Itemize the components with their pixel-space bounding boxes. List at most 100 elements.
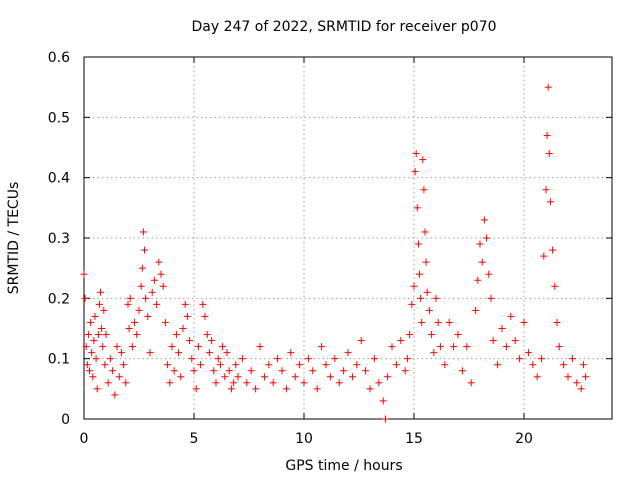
data-point [357,337,365,345]
data-point [430,349,438,357]
data-point [520,318,528,326]
data-point [553,318,561,326]
data-point [544,83,552,91]
data-point [90,337,98,345]
data-point [260,373,268,381]
data-point [542,186,550,194]
data-point [225,367,233,375]
data-point [161,318,169,326]
data-point [476,240,484,248]
data-point [170,367,178,375]
data-point [412,150,420,158]
data-point [214,355,222,363]
x-tick-label: 20 [515,431,533,447]
data-point [467,379,475,387]
data-point [545,150,553,158]
data-point [104,379,112,387]
data-point [419,156,427,164]
data-point [577,385,585,393]
data-point [441,361,449,369]
data-point [131,318,139,326]
data-point [177,373,185,381]
data-point [511,337,519,345]
data-point [436,343,444,351]
data-point [489,337,497,345]
data-point [101,361,109,369]
chart-title: Day 247 of 2022, SRMTID for receiver p07… [191,19,496,35]
data-point [274,355,282,363]
data-point [221,373,229,381]
data-point [232,361,240,369]
data-point [411,168,419,176]
data-point [397,337,405,345]
data-point [540,252,548,260]
data-point [344,349,352,357]
data-point [94,331,102,339]
data-point [243,379,251,387]
data-point [379,397,387,405]
data-point [144,312,152,320]
data-point [122,379,130,387]
data-point [197,361,205,369]
data-point [472,306,480,314]
data-point [265,361,273,369]
data-point [579,361,587,369]
data-point [296,361,304,369]
data-point [146,349,154,357]
data-point [125,325,133,332]
data-point [188,355,196,363]
data-point [375,379,383,387]
x-axis-label: GPS time / hours [285,458,402,474]
data-point [560,361,568,369]
data-point [502,343,510,351]
data-point [507,312,515,320]
data-point [256,343,264,351]
y-axis-label: SRMTID / TECUs [6,182,22,295]
data-point [485,270,493,278]
data-point [84,331,92,339]
data-point [487,294,495,302]
data-point [362,367,370,375]
data-point [100,306,108,314]
data-point [445,318,453,326]
x-tick-label: 15 [405,431,423,447]
data-point [238,355,246,363]
data-point [99,343,107,351]
data-point [128,343,136,351]
data-point [227,385,235,393]
data-point [141,246,148,254]
data-point [137,282,145,290]
data-point [247,367,255,375]
data-point [150,276,158,284]
data-point [582,373,590,381]
data-point [304,355,312,363]
data-point [216,361,224,369]
data-point [406,331,414,339]
data-point [300,379,308,387]
data-point [175,349,183,357]
data-point [135,306,143,314]
y-tick-label: 0.3 [48,231,70,247]
data-point [348,373,356,381]
data-point [483,234,491,242]
data-point [102,331,110,339]
data-point [139,228,147,236]
data-point [278,367,286,375]
data-point [201,312,209,320]
data-point [111,391,119,399]
data-point [309,367,317,375]
y-tick-label: 0.6 [48,50,70,66]
data-point [155,258,163,266]
data-point [422,258,430,266]
data-point [340,367,348,375]
data-point [555,343,563,351]
data-point [153,300,161,308]
data-point [416,270,423,278]
data-point [549,246,557,254]
data-point [313,385,321,393]
data-point [124,300,132,308]
data-point [463,343,471,351]
data-point [543,131,551,139]
data-point [370,355,378,363]
data-point [157,270,165,278]
